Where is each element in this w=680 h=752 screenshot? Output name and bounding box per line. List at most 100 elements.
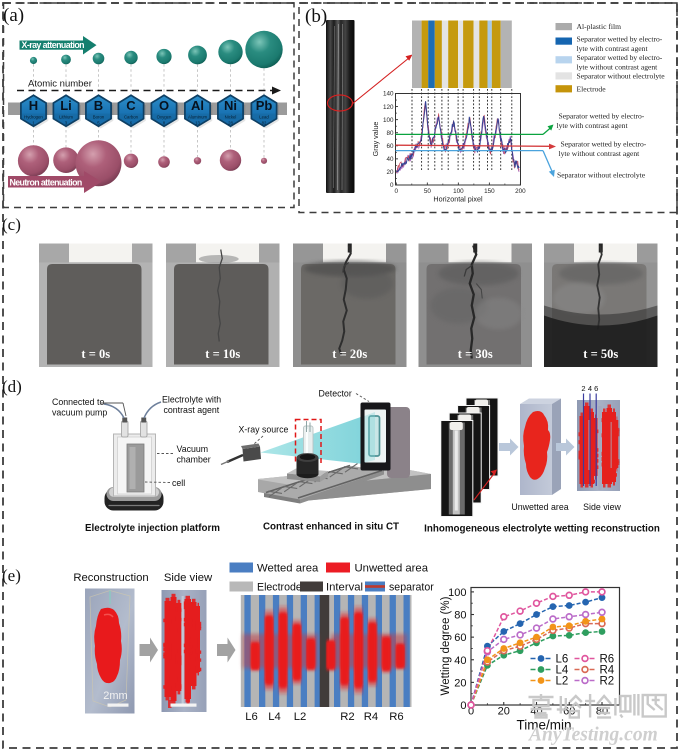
svg-text:20: 20	[454, 677, 466, 689]
svg-text:Separator wetted by electro-: Separator wetted by electro-	[561, 140, 647, 149]
svg-text:X-ray source: X-ray source	[239, 425, 289, 435]
svg-text:L4: L4	[268, 711, 281, 723]
svg-text:13: 13	[195, 121, 200, 126]
svg-text:100: 100	[383, 117, 394, 124]
svg-text:contrast agent: contrast agent	[164, 405, 220, 415]
svg-text:Electrode: Electrode	[577, 84, 607, 93]
svg-text:Separator wetted by electro-: Separator wetted by electro-	[577, 53, 663, 62]
svg-text:X-ray attenuation: X-ray attenuation	[22, 40, 85, 50]
svg-text:R2: R2	[600, 676, 615, 688]
svg-text:120: 120	[383, 104, 394, 111]
svg-text:Inhomogeneous electrolyte wett: Inhomogeneous electrolyte wetting recons…	[424, 524, 660, 535]
svg-text:Horizontal pixel: Horizontal pixel	[433, 195, 483, 204]
svg-text:Wetting degree (%): Wetting degree (%)	[440, 596, 452, 695]
svg-text:B: B	[94, 98, 103, 113]
svg-text:Al-plastic film: Al-plastic film	[577, 22, 622, 31]
svg-text:3: 3	[65, 121, 68, 126]
svg-text:82: 82	[262, 121, 267, 126]
svg-text:(a): (a)	[3, 5, 24, 26]
svg-text:R2: R2	[340, 711, 354, 723]
svg-text:Electrolyte with: Electrolyte with	[162, 395, 221, 405]
svg-text:Side view: Side view	[583, 502, 621, 512]
svg-text:Detector: Detector	[319, 389, 352, 399]
svg-text:28: 28	[228, 121, 233, 126]
svg-text:Nickel: Nickel	[225, 115, 237, 120]
svg-text:lyte without contrast agent: lyte without contrast agent	[559, 149, 641, 158]
svg-text:L4: L4	[556, 665, 569, 677]
svg-text:cell: cell	[172, 478, 185, 488]
svg-text:Electrolyte injection platform: Electrolyte injection platform	[85, 523, 220, 534]
svg-text:0: 0	[395, 188, 399, 195]
svg-text:Al: Al	[191, 98, 204, 113]
svg-text:150: 150	[484, 188, 495, 195]
svg-text:separator: separator	[389, 582, 434, 594]
svg-text:Contrast enhanced in situ CT: Contrast enhanced in situ CT	[263, 522, 399, 533]
svg-text:Carbon: Carbon	[124, 115, 139, 120]
svg-text:Unwetted area: Unwetted area	[511, 502, 568, 512]
svg-text:R6: R6	[389, 711, 403, 723]
svg-text:Pb: Pb	[256, 98, 273, 113]
svg-text:20: 20	[498, 706, 510, 718]
svg-text:chamber: chamber	[177, 455, 211, 465]
svg-text:Hydrogen: Hydrogen	[24, 115, 43, 120]
svg-text:H: H	[29, 98, 38, 113]
svg-text:vacuum pump: vacuum pump	[52, 408, 107, 418]
svg-text:t = 50s: t = 50s	[583, 347, 618, 361]
svg-text:80: 80	[386, 130, 394, 137]
svg-text:(c): (c)	[2, 215, 21, 234]
svg-text:L2: L2	[556, 676, 569, 688]
svg-text:100: 100	[448, 587, 466, 599]
svg-text:C: C	[126, 98, 136, 113]
svg-text:1: 1	[32, 121, 35, 126]
svg-text:50: 50	[424, 188, 432, 195]
svg-text:t = 30s: t = 30s	[458, 347, 493, 361]
svg-text:0: 0	[468, 706, 474, 718]
svg-text:R6: R6	[600, 654, 615, 666]
svg-text:(d): (d)	[2, 377, 22, 396]
svg-text:L2: L2	[294, 711, 307, 723]
svg-text:Ni: Ni	[224, 98, 237, 113]
svg-text:4: 4	[588, 384, 592, 393]
svg-text:Vacuum: Vacuum	[177, 444, 209, 454]
svg-text:60: 60	[454, 632, 466, 644]
svg-text:Unwetted area: Unwetted area	[355, 563, 429, 575]
svg-text:Boron: Boron	[93, 115, 105, 120]
svg-text:(b): (b)	[305, 6, 327, 27]
svg-text:lyte with contrast agent: lyte with contrast agent	[577, 44, 649, 53]
svg-text:60: 60	[386, 143, 394, 150]
svg-text:Neutron attenuation: Neutron attenuation	[10, 177, 82, 187]
svg-text:L6: L6	[556, 654, 569, 666]
svg-text:200: 200	[515, 188, 526, 195]
svg-text:40: 40	[454, 655, 466, 667]
svg-text:5: 5	[97, 121, 100, 126]
svg-text:Lead: Lead	[259, 115, 269, 120]
svg-text:Separator without electrolyte: Separator without electrolyte	[557, 171, 646, 180]
svg-text:AnyTesting.com: AnyTesting.com	[527, 725, 658, 746]
svg-text:t = 20s: t = 20s	[332, 347, 367, 361]
svg-text:Lithium: Lithium	[59, 115, 73, 120]
svg-text:100: 100	[453, 188, 464, 195]
svg-text:20: 20	[386, 169, 394, 176]
svg-text:Separator without electrolyte: Separator without electrolyte	[577, 72, 666, 81]
svg-text:(e): (e)	[2, 566, 21, 585]
svg-text:Side view: Side view	[164, 572, 213, 584]
svg-text:lyte with contrast agent: lyte with contrast agent	[557, 121, 629, 130]
svg-text:L6: L6	[245, 711, 258, 723]
svg-text:lyte without contrast agent: lyte without contrast agent	[577, 63, 659, 72]
svg-text:Reconstruction: Reconstruction	[73, 572, 148, 584]
svg-text:Li: Li	[60, 98, 72, 113]
svg-text:Electrode: Electrode	[257, 582, 302, 594]
svg-text:R4: R4	[364, 711, 378, 723]
svg-text:Separator wetted by electro-: Separator wetted by electro-	[559, 112, 645, 121]
svg-text:6: 6	[130, 121, 133, 126]
svg-text:t = 10s: t = 10s	[205, 347, 240, 361]
svg-text:Time/min: Time/min	[516, 718, 571, 733]
svg-text:2mm: 2mm	[103, 690, 127, 702]
svg-text:Aluminum: Aluminum	[188, 115, 208, 120]
svg-text:6: 6	[594, 384, 598, 393]
svg-text:Gray value: Gray value	[371, 122, 380, 157]
svg-text:8: 8	[163, 121, 166, 126]
svg-text:Atomic number: Atomic number	[28, 79, 92, 90]
svg-text:O: O	[159, 98, 169, 113]
svg-text:Wetted area: Wetted area	[257, 563, 319, 575]
